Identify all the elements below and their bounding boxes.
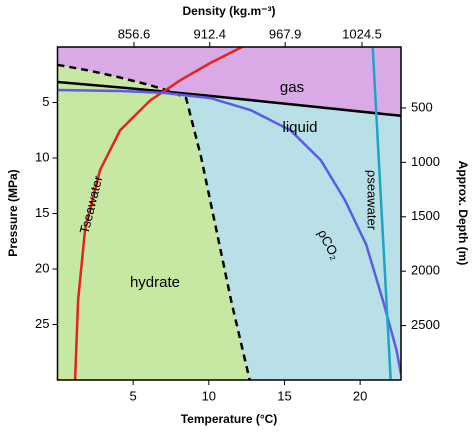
curve bbox=[57, 88, 401, 375]
x-tick-label: 5 bbox=[130, 388, 137, 403]
x2-tick-label: 1024.5 bbox=[342, 26, 382, 41]
x-tick-label: 20 bbox=[353, 388, 367, 403]
curve bbox=[371, 47, 392, 380]
plot-area bbox=[57, 47, 401, 380]
x2-tick-label: 856.6 bbox=[118, 26, 151, 41]
curve bbox=[57, 80, 401, 118]
curve-label: ρseawater bbox=[365, 170, 380, 231]
y2-tick-label: 2500 bbox=[411, 317, 440, 332]
region-label: hydrate bbox=[130, 274, 180, 291]
x2-tick-label: 912.4 bbox=[193, 26, 226, 41]
hydrate-region bbox=[57, 64, 250, 380]
y-axis-title: Pressure (MPa) bbox=[6, 169, 20, 256]
x2-tick-label: 967.9 bbox=[269, 26, 302, 41]
y2-tick-label: 1000 bbox=[411, 154, 440, 169]
x-tick-label: 15 bbox=[277, 388, 291, 403]
y2-tick-label: 1500 bbox=[411, 208, 440, 223]
y2-tick-label: 500 bbox=[411, 99, 433, 114]
y-tick-label: 25 bbox=[35, 316, 49, 331]
x-tick-label: 10 bbox=[202, 388, 216, 403]
gas-region bbox=[57, 47, 401, 116]
top-axis-title: Density (kg.m⁻³) bbox=[182, 4, 275, 18]
region-label: gas bbox=[280, 79, 304, 96]
y2-axis-title: Approx. Depth (m) bbox=[456, 161, 470, 266]
y-tick-label: 20 bbox=[35, 260, 49, 275]
region-label: liquid bbox=[282, 119, 317, 136]
y-tick-label: 5 bbox=[42, 94, 49, 109]
y-tick-label: 15 bbox=[35, 205, 49, 220]
curve bbox=[73, 47, 243, 380]
y2-tick-label: 2000 bbox=[411, 263, 440, 278]
y-tick-label: 10 bbox=[35, 149, 49, 164]
x-axis-title: Temperature (°C) bbox=[181, 412, 278, 426]
